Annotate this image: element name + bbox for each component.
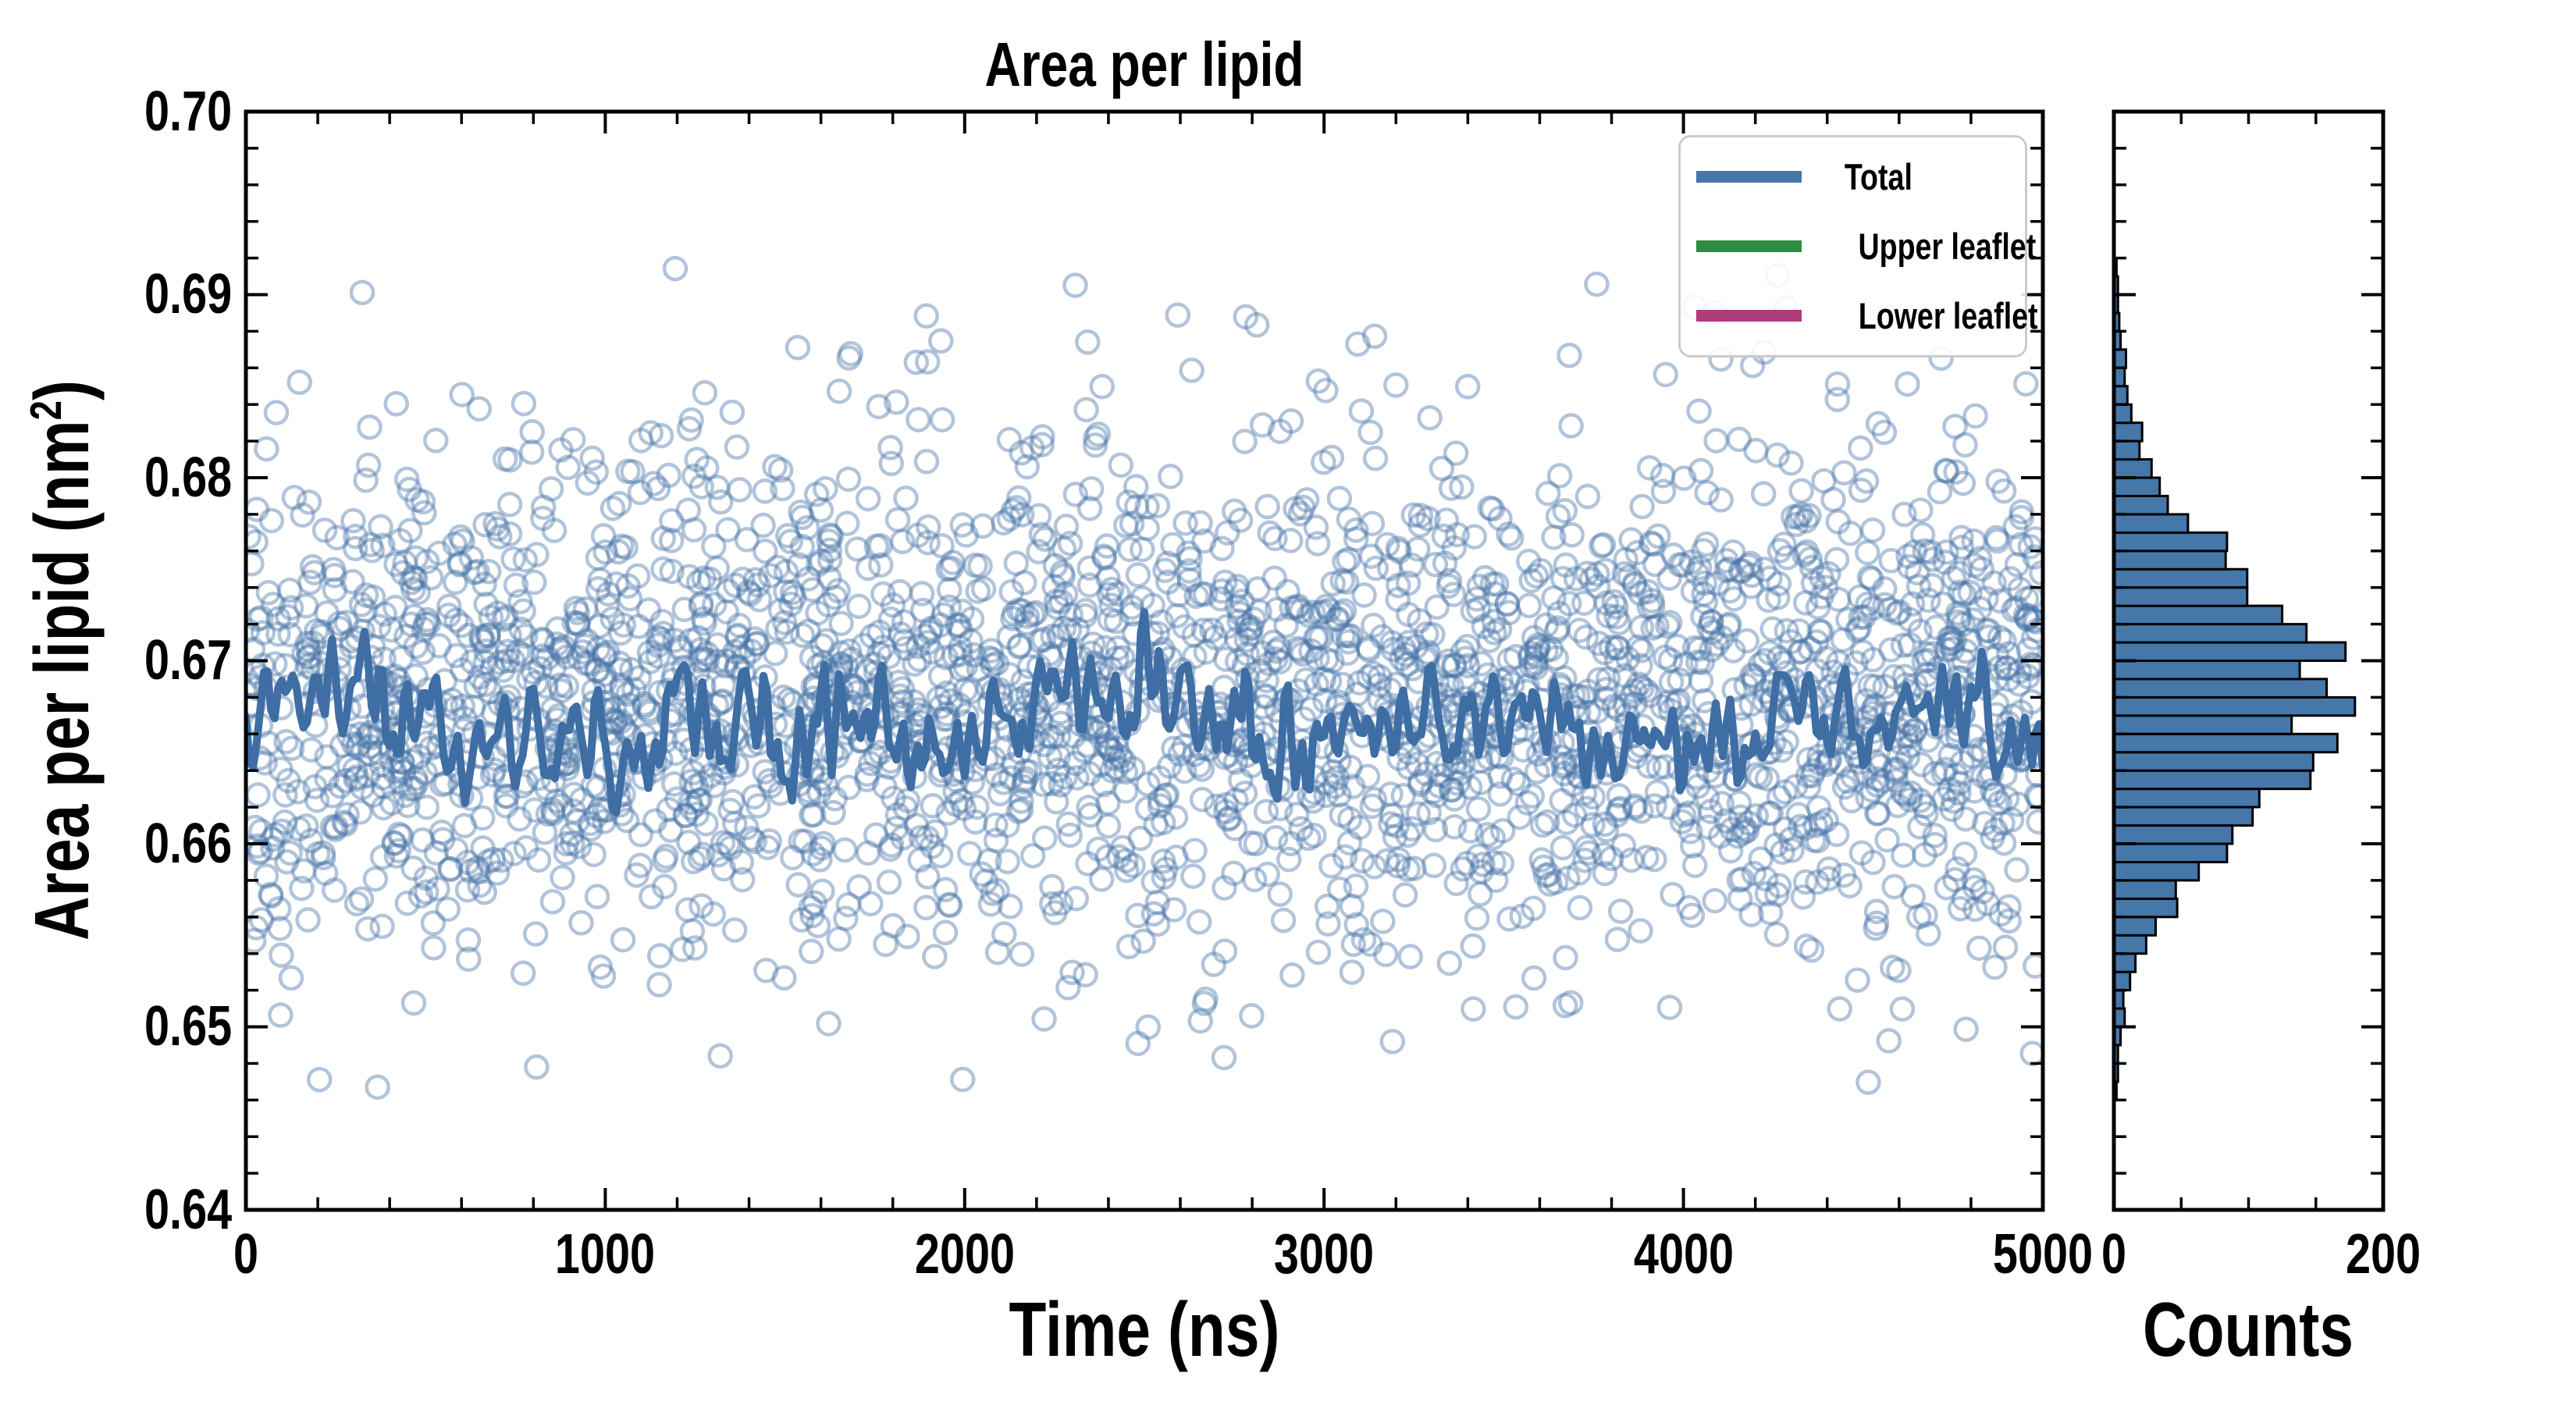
hist-x-tick-label-200: 200 (2345, 1223, 2421, 1286)
x-tick-label-1000: 1000 (554, 1223, 656, 1286)
x-tick-label-2000: 2000 (914, 1223, 1016, 1286)
x-tick-label-4000: 4000 (1633, 1223, 1735, 1286)
x-tick-label-5000: 5000 (1992, 1223, 2094, 1286)
chart-title-text: Area per lipid (984, 30, 1304, 99)
hist-x-tick-label-0: 0 (2101, 1223, 2127, 1286)
histogram-frame (2112, 109, 2386, 1212)
legend-box: Total Upper leaflet Lower leaflet (1678, 135, 2038, 357)
x-tick-label-0: 0 (233, 1223, 259, 1286)
y-tick-label-0.69: 0.69 (144, 263, 232, 325)
legend-item-upper-leaflet: Upper leaflet (1681, 226, 2036, 266)
legend-label-total: Total (1844, 155, 1912, 197)
chart-title: Area per lipid (945, 30, 1343, 100)
x-tick-label-3000: 3000 (1273, 1223, 1375, 1286)
y-tick-label-0.70: 0.70 (144, 80, 232, 143)
y-axis-label: Area per lipid (nm2) (19, 380, 105, 941)
legend-swatch-upper-leaflet (1696, 240, 1802, 252)
y-tick-label-0.64: 0.64 (144, 1179, 232, 1241)
legend-label-lower-leaflet: Lower leaflet (1858, 294, 2038, 336)
y-tick-label-0.68: 0.68 (144, 446, 232, 509)
legend-item-lower-leaflet: Lower leaflet (1681, 296, 2038, 336)
legend-swatch-lower-leaflet (1696, 310, 1802, 322)
x-axis-label: Time (ns) (1009, 1286, 1280, 1372)
legend-label-upper-leaflet: Upper leaflet (1858, 225, 2037, 267)
y-tick-label-0.66: 0.66 (144, 813, 232, 875)
main-plot-frame (244, 109, 2045, 1212)
histogram-bars (2114, 257, 2357, 1101)
total-line (246, 608, 2043, 816)
legend-swatch-total (1696, 171, 1802, 183)
legend-item-total: Total (1681, 155, 2025, 197)
y-tick-label-0.67: 0.67 (144, 629, 232, 692)
y-tick-label-0.65: 0.65 (144, 995, 232, 1058)
hist-x-axis-label: Counts (2143, 1286, 2354, 1372)
